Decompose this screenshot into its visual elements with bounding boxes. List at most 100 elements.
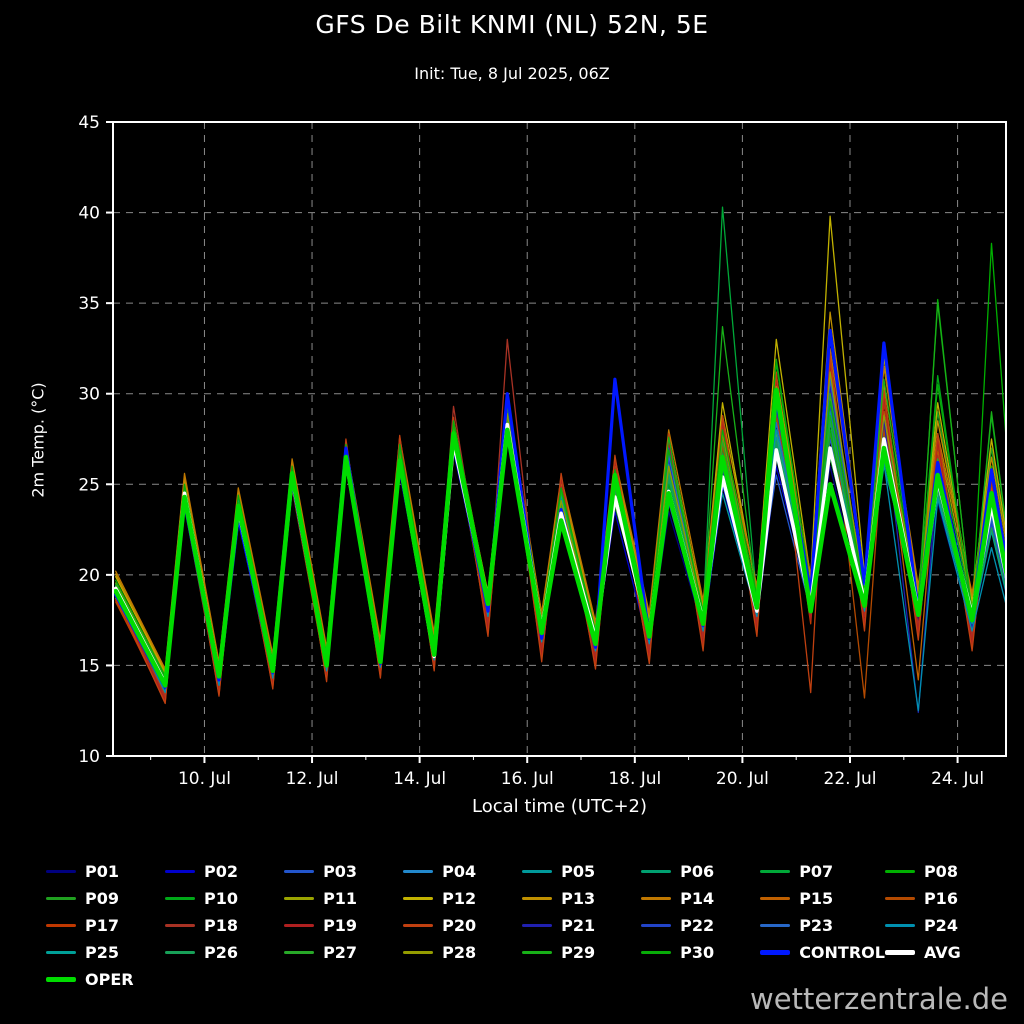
- legend-label-P22: P22: [680, 915, 715, 935]
- legend-label-AVG: AVG: [923, 942, 961, 962]
- legend-swatch-P04: [403, 869, 434, 873]
- y-tick-label: 20: [78, 566, 100, 586]
- watermark: wetterzentrale.de: [750, 982, 1008, 1016]
- legend-item-P27: P27: [284, 939, 403, 965]
- legend-label-P07: P07: [799, 861, 834, 881]
- gridlines: [113, 122, 1006, 756]
- legend-swatch-P20: [403, 923, 434, 927]
- legend-label-P30: P30: [680, 942, 715, 962]
- legend-label-P27: P27: [323, 942, 358, 962]
- legend-label-P01: P01: [85, 861, 119, 881]
- legend-swatch-P05: [522, 869, 553, 873]
- legend-item-P20: P20: [403, 912, 522, 938]
- legend-swatch-P24: [884, 923, 915, 927]
- legend-item-P06: P06: [641, 858, 760, 884]
- legend-item-P03: P03: [284, 858, 403, 884]
- legend-swatch-CONTROL: [760, 949, 791, 955]
- legend-label-P17: P17: [85, 915, 119, 935]
- legend-swatch-P06: [641, 869, 672, 873]
- legend-swatch-P09: [46, 896, 76, 900]
- legend-label-CONTROL: CONTROL: [799, 942, 885, 962]
- legend-swatch-OPER: [46, 976, 76, 982]
- y-tick-label: 40: [78, 204, 100, 224]
- legend-label-P26: P26: [204, 942, 239, 962]
- legend-swatch-P27: [284, 950, 315, 954]
- x-tick-label: 16. Jul: [501, 769, 554, 789]
- series-line-OPER: [113, 387, 1006, 688]
- legend-item-P29: P29: [522, 939, 641, 965]
- legend-label-OPER: OPER: [85, 969, 134, 989]
- legend-item-P18: P18: [165, 912, 284, 938]
- legend-label-P23: P23: [799, 915, 834, 935]
- legend-item-P05: P05: [522, 858, 641, 884]
- legend-label-P25: P25: [85, 942, 119, 962]
- legend-label-P04: P04: [442, 861, 477, 881]
- legend-swatch-P16: [884, 896, 915, 900]
- legend-label-P29: P29: [561, 942, 596, 962]
- legend-item-P14: P14: [641, 885, 760, 911]
- legend-swatch-P25: [46, 950, 76, 954]
- x-tick-label: 24. Jul: [931, 769, 984, 789]
- legend-swatch-P23: [760, 923, 791, 927]
- legend-label-P20: P20: [442, 915, 477, 935]
- legend-swatch-P21: [522, 923, 553, 927]
- x-tick-label: 12. Jul: [286, 769, 339, 789]
- legend-swatch-P18: [165, 923, 196, 927]
- legend-swatch-P02: [165, 869, 196, 873]
- legend-swatch-P07: [760, 869, 791, 873]
- legend-label-P15: P15: [799, 888, 834, 908]
- legend-item-P28: P28: [403, 939, 522, 965]
- legend-label-P05: P05: [561, 861, 596, 881]
- legend-item-P17: P17: [46, 912, 165, 938]
- legend-swatch-P14: [641, 896, 672, 900]
- legend-swatch-P12: [403, 896, 434, 900]
- legend-item-P04: P04: [403, 858, 522, 884]
- y-tick-label: 30: [78, 385, 100, 405]
- x-axis-title: Local time (UTC+2): [471, 796, 648, 817]
- legend-item-P19: P19: [284, 912, 403, 938]
- axis-ticks: [106, 121, 959, 763]
- legend-label-P09: P09: [85, 888, 119, 908]
- legend-item-P10: P10: [165, 885, 284, 911]
- legend-item-AVG: AVG: [884, 939, 1004, 965]
- legend-item-P23: P23: [760, 912, 885, 938]
- legend-item-P11: P11: [284, 885, 403, 911]
- legend-swatch-P17: [46, 923, 76, 927]
- legend-swatch-P15: [760, 896, 791, 900]
- legend-swatch-P08: [884, 869, 915, 873]
- legend-label-P06: P06: [680, 861, 715, 881]
- legend-item-P30: P30: [641, 939, 760, 965]
- legend-item-P01: P01: [46, 858, 165, 884]
- legend-label-P11: P11: [323, 888, 358, 908]
- legend-label-P02: P02: [204, 861, 239, 881]
- legend-swatch-P10: [165, 896, 196, 900]
- x-tick-label: 22. Jul: [824, 769, 877, 789]
- legend-label-P28: P28: [442, 942, 477, 962]
- legend-swatch-P29: [522, 950, 553, 954]
- legend-item-P26: P26: [165, 939, 284, 965]
- legend-item-P09: P09: [46, 885, 165, 911]
- legend-swatch-P19: [284, 923, 315, 927]
- legend-item-P15: P15: [760, 885, 885, 911]
- x-tick-label: 10. Jul: [178, 769, 231, 789]
- legend-item-P12: P12: [403, 885, 522, 911]
- y-axis-title: 2m Temp. (°C): [28, 382, 48, 498]
- legend-item-P22: P22: [641, 912, 760, 938]
- y-tick-label: 45: [78, 113, 100, 133]
- legend-swatch-P22: [641, 923, 672, 927]
- legend-item-P13: P13: [522, 885, 641, 911]
- legend-item-P21: P21: [522, 912, 641, 938]
- y-tick-label: 15: [78, 656, 100, 676]
- legend-swatch-P13: [522, 896, 553, 900]
- y-tick-label: 35: [78, 294, 100, 314]
- legend-swatch-AVG: [884, 949, 915, 955]
- legend-item-P02: P02: [165, 858, 284, 884]
- legend: P01 P02 P03 P04 P05 P06 P07 P08 P09 P10 P11 P12 P13 P…: [46, 858, 1004, 992]
- legend-item-P16: P16: [884, 885, 1004, 911]
- legend-label-P12: P12: [442, 888, 477, 908]
- legend-swatch-P26: [165, 950, 196, 954]
- legend-label-P19: P19: [323, 915, 358, 935]
- plot-frame: [112, 121, 1007, 757]
